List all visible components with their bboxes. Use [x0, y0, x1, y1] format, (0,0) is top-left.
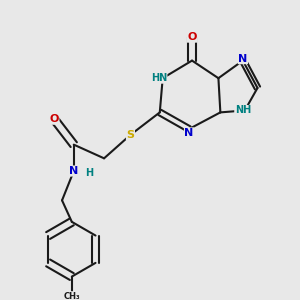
Text: CH₃: CH₃: [64, 292, 80, 300]
Text: O: O: [50, 114, 59, 124]
Text: NH: NH: [235, 105, 251, 116]
Text: H: H: [85, 168, 94, 178]
Text: N: N: [69, 166, 78, 176]
Text: N: N: [184, 128, 194, 138]
Text: S: S: [127, 130, 134, 140]
Text: O: O: [187, 32, 197, 42]
Text: N: N: [238, 54, 248, 64]
Text: HN: HN: [151, 73, 167, 83]
